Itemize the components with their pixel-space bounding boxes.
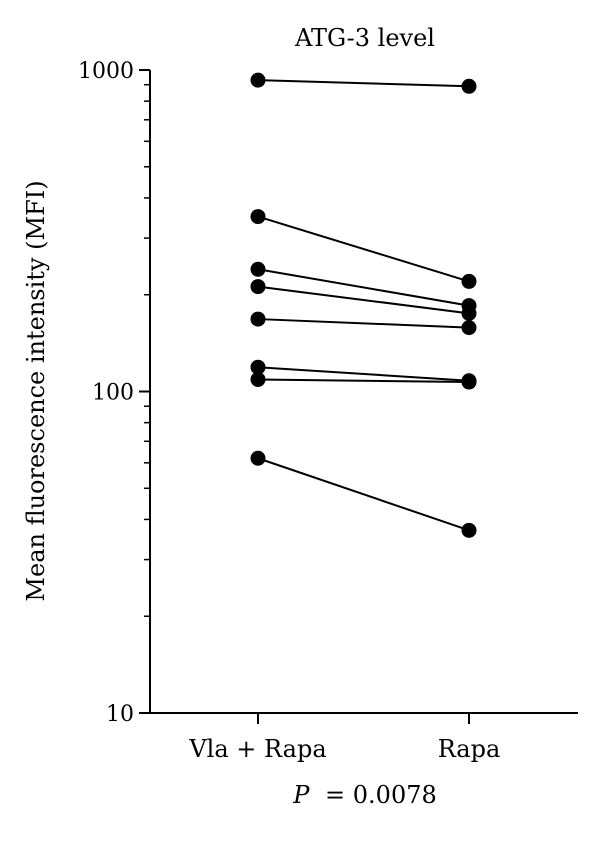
data-point xyxy=(461,374,477,390)
pair-line xyxy=(257,378,470,384)
x-category-label: Rapa xyxy=(438,735,501,763)
data-point xyxy=(250,279,266,295)
y-tick-label: 100 xyxy=(92,381,134,406)
data-point xyxy=(461,320,477,336)
data-point xyxy=(250,450,266,466)
pair-line xyxy=(257,318,470,329)
data-point xyxy=(250,261,266,277)
p-value-text: = 0.0078 xyxy=(325,781,437,809)
data-point xyxy=(461,305,477,321)
pair-line xyxy=(257,285,470,315)
pair-line xyxy=(257,215,470,283)
x-ticks: Vla + Rapa Rapa xyxy=(188,713,500,763)
y-tick-label: 1000 xyxy=(78,59,134,84)
p-symbol: P xyxy=(292,781,310,809)
data-point xyxy=(461,522,477,538)
y-ticks: 10 100 1000 xyxy=(78,59,150,727)
series-points xyxy=(250,72,477,538)
data-point xyxy=(461,273,477,289)
data-point xyxy=(250,359,266,375)
pair-line xyxy=(257,366,470,382)
data-point xyxy=(250,209,266,225)
chart-title: ATG-3 level xyxy=(294,24,435,52)
data-point xyxy=(250,371,266,387)
data-point xyxy=(250,72,266,88)
data-point xyxy=(461,78,477,94)
data-point xyxy=(250,311,266,327)
x-category-label: Vla + Rapa xyxy=(188,735,326,763)
pair-line xyxy=(257,457,470,532)
axes xyxy=(149,70,578,714)
pair-line xyxy=(257,79,470,88)
series-lines xyxy=(257,79,470,532)
p-value-annotation: P = 0.0078 xyxy=(292,781,437,809)
y-axis-label: Mean fluorescence intensity (MFI) xyxy=(22,180,50,601)
y-tick-label: 10 xyxy=(106,702,134,727)
pair-line xyxy=(257,268,470,307)
